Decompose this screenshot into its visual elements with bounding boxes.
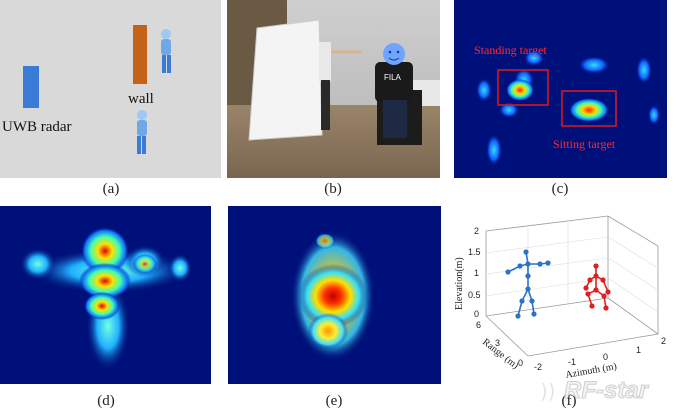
range-tick: 6 — [476, 320, 481, 330]
watermark-logo: )) RF-star — [540, 375, 680, 407]
person-icon-standing — [161, 29, 171, 73]
panel-c: Standing target Sitting target — [454, 0, 667, 178]
box-sitting — [561, 90, 617, 127]
heatmap-standing — [20, 227, 192, 371]
radar-label: UWB radar — [2, 119, 72, 135]
caption-a: (a) — [102, 181, 120, 197]
panel-f: 0 0.5 1 1.5 2 6 3 0 -2 -1 0 1 2 Elevatio… — [448, 206, 680, 414]
wall-block — [133, 25, 147, 84]
panel-e — [228, 206, 441, 384]
az-tick: 2 — [661, 336, 666, 346]
az-tick: 0 — [603, 352, 608, 362]
watermark-text: RF-star — [563, 377, 649, 405]
heatmap-sitting — [291, 231, 375, 361]
face-blur — [383, 43, 405, 65]
wall-label: wall — [128, 91, 154, 107]
range-tick: 0 — [518, 358, 523, 368]
caption-b: (b) — [324, 181, 342, 197]
range-tick: 3 — [495, 338, 500, 348]
heatmap-top-view: Standing target Sitting target — [474, 43, 660, 166]
panel-d — [0, 206, 211, 384]
range-axis-label: Range (m) — [480, 337, 520, 372]
scene-schematic: wall UWB radar — [2, 25, 171, 154]
z-axis-label: Elevation(m) — [454, 257, 465, 310]
box-standing — [497, 69, 549, 106]
skeleton-sitting — [583, 263, 611, 311]
az-tick: 1 — [636, 345, 641, 355]
az-tick: -1 — [568, 357, 576, 367]
caption-d: (d) — [97, 393, 115, 409]
caption-f: (f) — [561, 393, 577, 409]
caption-c: (c) — [551, 181, 569, 197]
scene-photo: FILA — [227, 0, 440, 178]
z-tick: 1.5 — [468, 247, 481, 257]
reflector-board — [248, 19, 323, 141]
label-standing-target: Standing target — [474, 43, 547, 57]
skeleton-standing — [505, 249, 551, 319]
z-tick: 2 — [474, 226, 479, 236]
shirt-print: FILA — [384, 73, 402, 82]
caption-e: (e) — [325, 393, 343, 409]
label-sitting-target: Sitting target — [553, 137, 616, 151]
seated-person-torso — [375, 62, 413, 102]
z-tick: 0.5 — [468, 290, 481, 300]
skeleton-3d-plot: 0 0.5 1 1.5 2 6 3 0 -2 -1 0 1 2 Elevatio… — [454, 215, 666, 381]
panel-a: wall UWB radar — [0, 0, 221, 178]
az-tick: -2 — [534, 362, 542, 372]
person-icon-sitting — [137, 110, 147, 154]
z-tick: 1 — [474, 268, 479, 278]
watermark-wave-icon: )) — [540, 379, 556, 403]
z-tick: 0 — [474, 309, 479, 319]
panel-b: FILA — [227, 0, 440, 178]
radar-block — [23, 66, 39, 108]
